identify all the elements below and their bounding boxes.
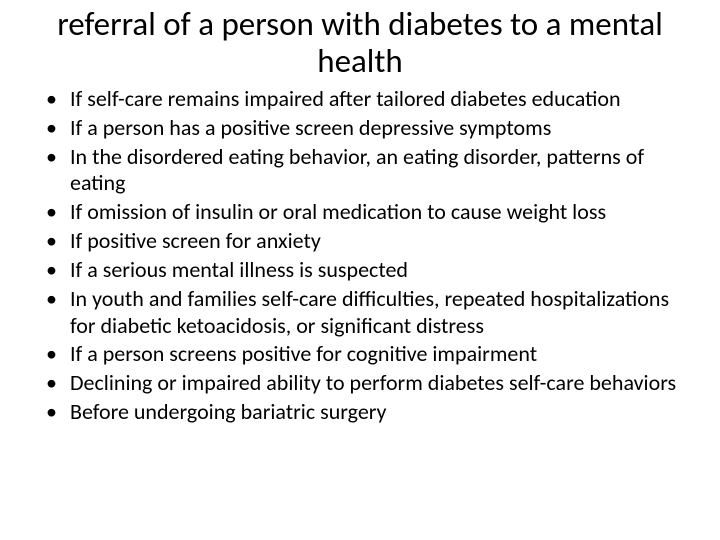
list-item: In youth and families self-care difficul…: [46, 286, 694, 340]
slide-title: referral of a person with diabetes to a …: [48, 6, 672, 80]
slide: referral of a person with diabetes to a …: [0, 0, 720, 540]
list-item: Before undergoing bariatric surgery: [46, 399, 694, 426]
list-item: If omission of insulin or oral medicatio…: [46, 199, 694, 226]
list-item: Declining or impaired ability to perform…: [46, 370, 694, 397]
list-item: If positive screen for anxiety: [46, 228, 694, 255]
list-item: In the disordered eating behavior, an ea…: [46, 144, 694, 198]
list-item: If a person screens positive for cogniti…: [46, 341, 694, 368]
bullet-list: If self-care remains impaired after tail…: [18, 86, 702, 426]
list-item: If self-care remains impaired after tail…: [46, 86, 694, 113]
list-item: If a person has a positive screen depres…: [46, 115, 694, 142]
list-item: If a serious mental illness is suspected: [46, 257, 694, 284]
